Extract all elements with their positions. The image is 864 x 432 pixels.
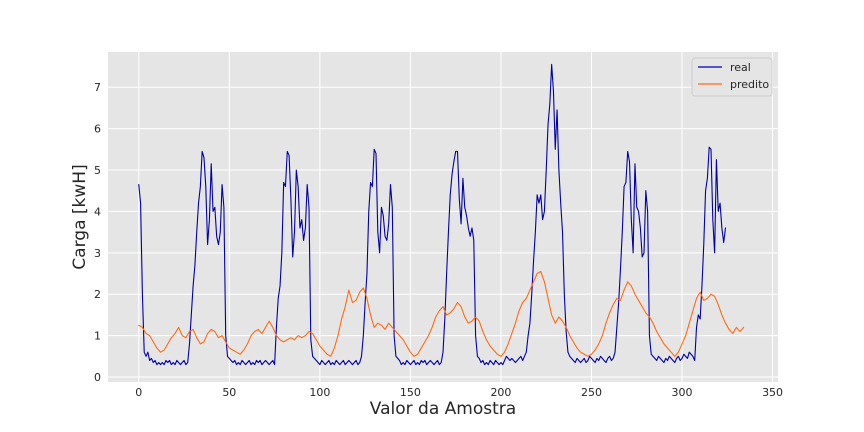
y-tick-label: 1 — [94, 330, 101, 343]
x-tick-label: 300 — [672, 386, 693, 399]
x-tick-label: 0 — [135, 386, 142, 399]
x-tick-label: 350 — [762, 386, 783, 399]
y-axis-ticks: 0 1 2 3 4 5 6 7 — [94, 81, 101, 384]
series-line-real — [138, 63, 727, 366]
y-tick-label: 2 — [94, 288, 101, 301]
x-tick-label: 250 — [581, 386, 602, 399]
legend-label-real: real — [730, 61, 751, 74]
x-axis-ticks: 0 50 100 150 200 250 300 350 — [135, 386, 783, 399]
x-tick-label: 150 — [400, 386, 421, 399]
y-tick-label: 6 — [94, 123, 101, 136]
x-axis-label: Valor da Amostra — [370, 399, 516, 419]
x-tick-label: 100 — [309, 386, 330, 399]
y-tick-label: 7 — [94, 81, 101, 94]
series-line-predito — [138, 270, 745, 357]
legend: real predito — [691, 57, 773, 97]
y-tick-label: 3 — [94, 247, 101, 260]
x-tick-label: 50 — [222, 386, 236, 399]
y-axis-label: Carga [kwH] — [70, 164, 90, 269]
y-tick-label: 4 — [94, 205, 101, 218]
y-tick-label: 5 — [94, 164, 101, 177]
x-tick-label: 200 — [490, 386, 511, 399]
grid — [108, 52, 778, 382]
series-lines — [138, 63, 745, 366]
plot-background — [108, 52, 778, 382]
legend-label-predito: predito — [730, 78, 769, 91]
y-tick-label: 0 — [94, 371, 101, 384]
